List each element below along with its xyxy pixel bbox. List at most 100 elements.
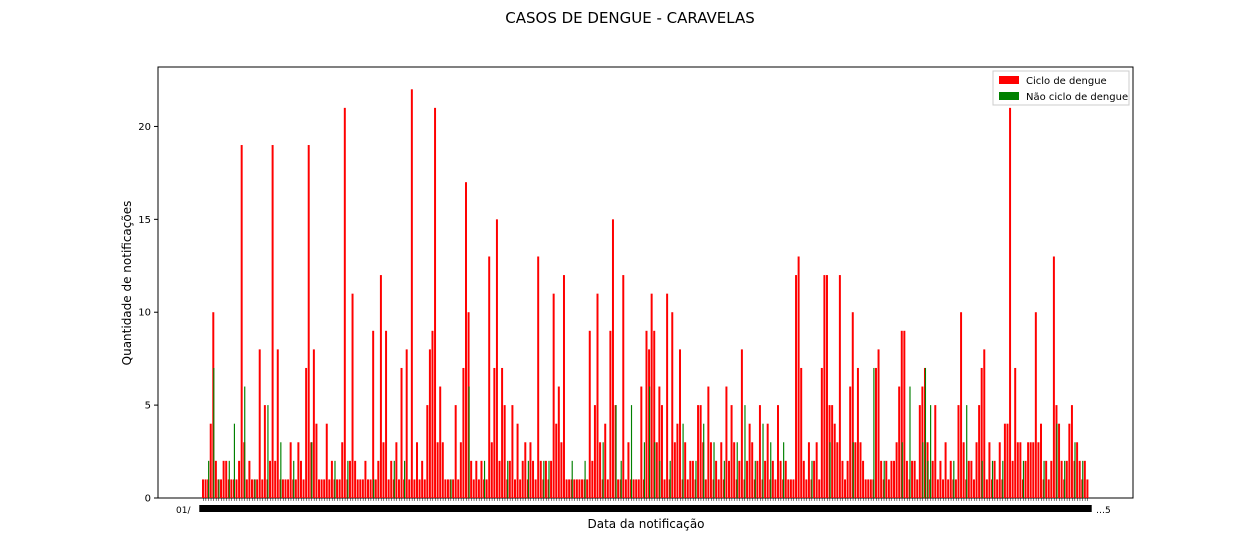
bar-cycle xyxy=(436,442,439,498)
bar-cycle xyxy=(1014,367,1017,498)
bar-cycle xyxy=(330,460,333,498)
bar-cycle xyxy=(954,479,957,498)
bar-non-cycle xyxy=(208,460,210,498)
bar-cycle xyxy=(774,479,777,498)
bar-cycle xyxy=(423,479,426,498)
bar-non-cycle xyxy=(213,367,215,498)
bar-cycle xyxy=(869,479,872,498)
bar-non-cycle xyxy=(1074,442,1076,498)
bar-non-cycle xyxy=(468,386,470,498)
bar-cycle xyxy=(660,405,663,498)
bar-cycle xyxy=(823,275,826,498)
bar-non-cycle xyxy=(744,405,746,498)
bar-non-cycle xyxy=(873,367,875,498)
bar-cycle xyxy=(297,442,300,498)
bar-cycle xyxy=(627,442,630,498)
bar-cycle xyxy=(269,460,272,498)
bar-cycle xyxy=(397,479,400,498)
bar-cycle xyxy=(294,479,297,498)
x-axis: 01/ …5 xyxy=(176,498,1111,516)
bar-non-cycle xyxy=(584,460,586,498)
bar-cycle xyxy=(764,460,767,498)
bar-cycle xyxy=(532,460,535,498)
bar-cycle xyxy=(410,89,413,498)
bar-cycle xyxy=(565,479,568,498)
bar-cycle xyxy=(905,460,908,498)
bar-cycle xyxy=(980,367,983,498)
bar-cycle xyxy=(709,442,712,498)
bar-cycle xyxy=(519,479,522,498)
bar-cycle xyxy=(214,460,217,498)
bar-cycle xyxy=(658,386,661,498)
bar-cycle xyxy=(777,405,779,498)
bar-cycle xyxy=(248,460,251,498)
bar-cycle xyxy=(771,460,774,498)
bar-non-cycle xyxy=(233,423,235,498)
bar-cycle xyxy=(962,442,965,498)
bar-cycle xyxy=(650,293,653,498)
bar-cycle xyxy=(1047,479,1050,498)
bar-cycle xyxy=(351,293,354,498)
bar-cycle xyxy=(949,460,952,498)
bar-cycle xyxy=(336,479,339,498)
bar-cycle xyxy=(1040,423,1042,498)
bar-cycle xyxy=(305,367,308,498)
bar-cycle xyxy=(624,479,627,498)
bar-cycle xyxy=(632,479,635,498)
bar-cycle xyxy=(271,145,274,498)
bar-cycle xyxy=(573,479,576,498)
bar-cycle xyxy=(552,293,555,498)
bar-cycle xyxy=(434,107,437,499)
bar-cycle xyxy=(851,312,854,498)
bar-cycle xyxy=(454,405,457,498)
bar-cycle xyxy=(372,330,375,498)
bar-cycle xyxy=(789,479,792,498)
bar-cycle xyxy=(318,479,321,498)
bars-layer xyxy=(202,89,1089,499)
bar-cycle xyxy=(622,275,625,498)
bar-cycle xyxy=(807,442,810,498)
bar-cycle xyxy=(988,442,991,498)
bar-cycle xyxy=(359,479,362,498)
bar-cycle xyxy=(289,442,292,498)
bar-cycle xyxy=(673,442,676,498)
bar-cycle xyxy=(325,423,328,498)
bar-cycle xyxy=(537,256,540,498)
bar-cycle xyxy=(820,367,823,498)
bar-cycle xyxy=(758,405,761,498)
bar-cycle xyxy=(586,479,589,498)
bar-non-cycle xyxy=(669,460,671,498)
bar-cycle xyxy=(511,405,514,498)
bar-cycle xyxy=(787,479,790,498)
bar-cycle xyxy=(488,256,491,498)
bar-cycle xyxy=(485,479,488,498)
bar-cycle xyxy=(691,460,694,498)
bar-cycle xyxy=(426,405,429,498)
bar-cycle xyxy=(864,479,867,498)
bar-cycle xyxy=(972,479,975,498)
bar-cycle xyxy=(1086,479,1089,498)
bar-cycle xyxy=(653,330,656,498)
bar-cycle xyxy=(921,386,924,498)
bar-cycle xyxy=(379,275,382,498)
bar-cycle xyxy=(263,405,266,498)
bar-cycle xyxy=(377,460,380,498)
bar-cycle xyxy=(390,460,393,498)
bar-cycle xyxy=(1032,442,1035,498)
bar-cycle xyxy=(238,460,241,498)
bar-cycle xyxy=(854,442,857,498)
bar-cycle xyxy=(978,405,981,498)
bar-cycle xyxy=(508,460,511,498)
bar-non-cycle xyxy=(1022,460,1025,498)
bar-cycle xyxy=(936,479,939,498)
bar-cycle xyxy=(918,405,921,498)
bar-non-cycle xyxy=(981,460,983,498)
bar-cycle xyxy=(578,479,581,498)
bar-cycle xyxy=(1052,256,1055,498)
bar-non-cycle xyxy=(267,405,269,498)
bar-non-cycle xyxy=(991,460,994,498)
bar-cycle xyxy=(944,442,947,498)
bar-cycle xyxy=(666,293,669,498)
bar-cycle xyxy=(596,293,599,498)
bar-cycle xyxy=(604,423,607,498)
